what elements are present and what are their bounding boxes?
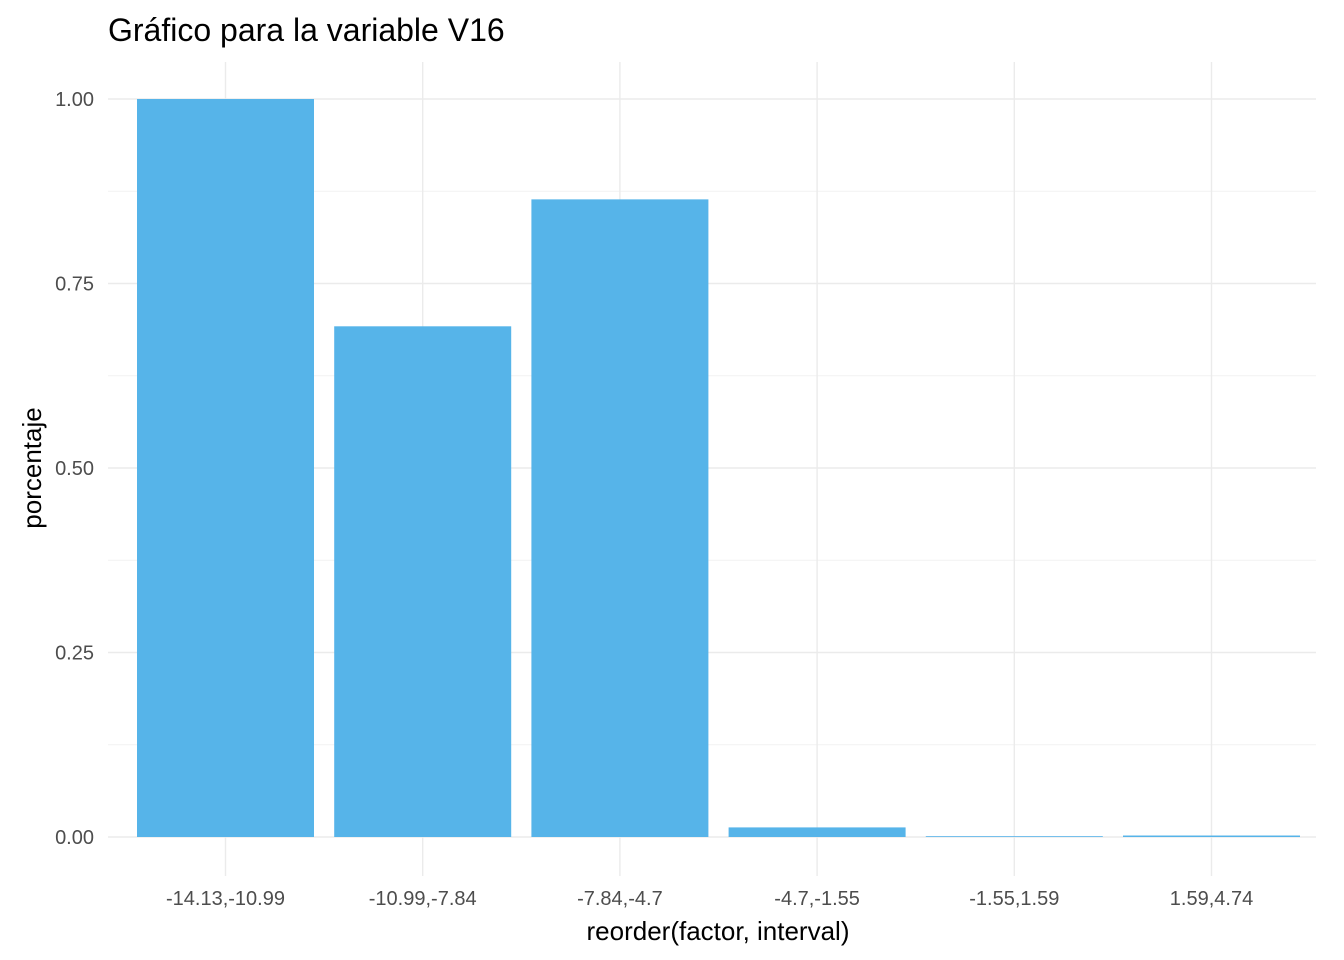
bar xyxy=(728,827,906,837)
bar xyxy=(334,326,512,837)
y-axis-label: porcentaje xyxy=(17,407,47,528)
x-tick-label: -10.99,-7.84 xyxy=(369,888,477,910)
y-tick-label: 0.75 xyxy=(55,274,94,296)
y-tick-label: 0.00 xyxy=(55,827,94,849)
x-tick-label: 1.59,4.74 xyxy=(1170,888,1253,910)
x-tick-label: -4.7,-1.55 xyxy=(774,888,860,910)
x-tick-label: -1.55,1.59 xyxy=(969,888,1059,910)
x-tick-label: -7.84,-4.7 xyxy=(577,888,663,910)
bars xyxy=(137,99,1300,838)
bar xyxy=(1123,835,1300,837)
y-tick-label: 0.25 xyxy=(55,643,94,665)
y-tick-label: 0.50 xyxy=(55,458,94,480)
bar xyxy=(531,199,709,838)
chart-title: Gráfico para la variable V16 xyxy=(108,12,505,48)
bar xyxy=(925,836,1103,837)
x-axis-ticks: -14.13,-10.99 -10.99,-7.84 -7.84,-4.7 -4.7,… xyxy=(166,888,1253,910)
bar xyxy=(137,99,314,837)
x-tick-label: -14.13,-10.99 xyxy=(166,888,285,910)
x-axis-label: reorder(factor, interval) xyxy=(587,916,850,946)
y-tick-label: 1.00 xyxy=(55,89,94,111)
y-axis-ticks: 0.00 0.25 0.50 0.75 1.00 xyxy=(55,89,94,849)
